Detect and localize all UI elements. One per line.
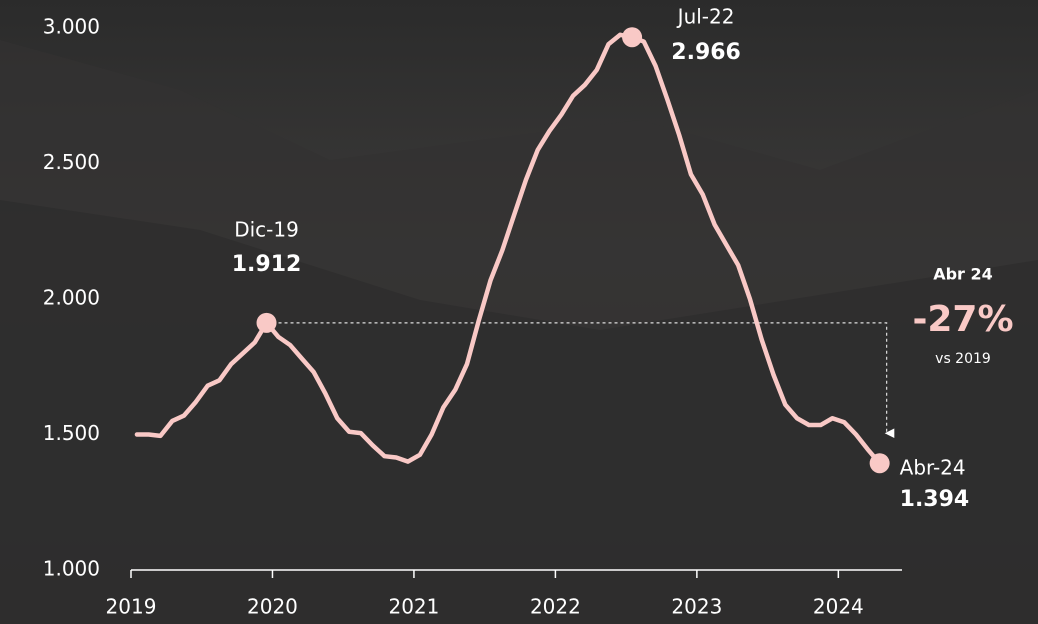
highlight-point <box>257 313 277 333</box>
page: {"chart_data": { "type": "line", "x": [2… <box>0 0 1038 624</box>
highlight-point <box>622 27 642 47</box>
x-tick-label: 2023 <box>671 595 722 619</box>
y-tick-label: 3.000 <box>43 15 100 39</box>
x-tick-label: 2019 <box>106 595 157 619</box>
x-tick-label: 2022 <box>530 595 581 619</box>
y-tick-label: 1.000 <box>43 557 100 581</box>
y-tick-label: 1.500 <box>43 421 100 445</box>
annotation-value: 1.394 <box>900 487 970 512</box>
annotation-label: Dic-19 <box>234 217 299 241</box>
x-tick-label: 2024 <box>813 595 864 619</box>
callout-title: Abr 24 <box>933 265 993 284</box>
y-tick-label: 2.500 <box>43 150 100 174</box>
x-tick-label: 2020 <box>247 595 298 619</box>
annotation-label: Abr-24 <box>900 456 966 480</box>
x-tick-label: 2021 <box>388 595 439 619</box>
annotation-value: 2.966 <box>671 40 741 65</box>
annotation-label: Jul-22 <box>676 5 735 29</box>
highlight-point <box>870 453 890 473</box>
annotation-value: 1.912 <box>232 252 302 277</box>
y-tick-label: 2.000 <box>43 286 100 310</box>
chart: 1.000 1.500 2.000 2.500 3.000 2019 2020 2021 202… <box>0 0 1038 624</box>
callout-subtitle: vs 2019 <box>935 351 991 367</box>
callout-value: -27% <box>912 299 1013 340</box>
